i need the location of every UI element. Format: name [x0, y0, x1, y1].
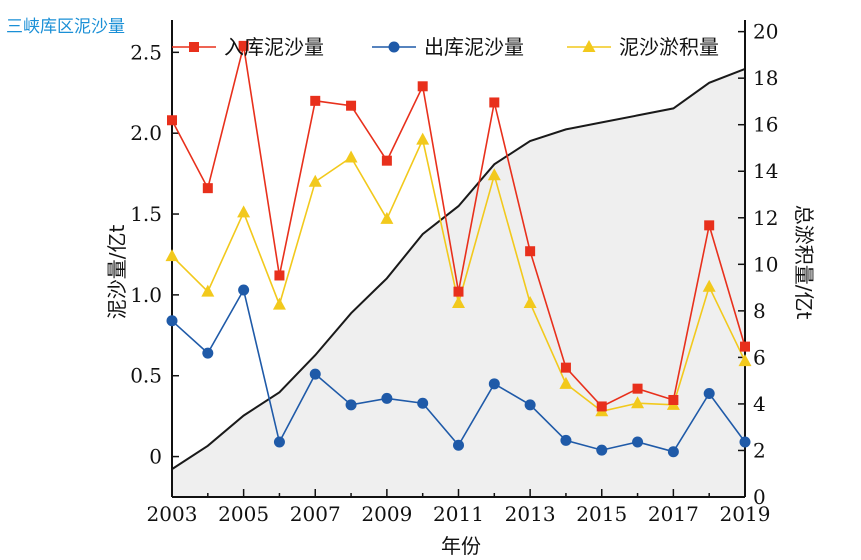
y-tick-label: 0.5 — [130, 364, 162, 388]
y-axis-label: 泥沙量/亿t — [105, 225, 129, 320]
series-1-point — [596, 444, 608, 456]
series-2-point — [165, 249, 179, 262]
y2-tick-label: 0 — [753, 485, 766, 509]
series-0-point — [525, 246, 536, 257]
series-0-point — [560, 362, 571, 373]
legend-marker — [388, 41, 400, 53]
series-2-point — [452, 295, 465, 308]
legend-label: 泥沙淤积量 — [619, 35, 719, 59]
x-tick-label: 2005 — [218, 502, 269, 526]
series-2-point — [487, 168, 501, 181]
y2-tick-label: 4 — [753, 392, 766, 416]
series-2-point — [523, 295, 537, 308]
y2-axis-label: 总淤积量/亿t — [792, 205, 816, 320]
series-2-point — [201, 284, 215, 297]
series-0 — [167, 40, 750, 412]
series-2-point — [237, 205, 251, 218]
y-tick-label: 1.0 — [130, 283, 162, 307]
y2-tick-label: 8 — [753, 299, 766, 323]
series-0-point — [202, 183, 213, 194]
x-tick-label: 2013 — [505, 502, 556, 526]
legend-item-2: 泥沙淤积量 — [567, 35, 719, 59]
y-tick-label: 1.5 — [130, 202, 162, 226]
series-0-point — [489, 97, 500, 108]
series-layer — [165, 40, 752, 458]
y2-tick-label: 10 — [753, 252, 778, 276]
series-2-point — [738, 354, 752, 367]
series-1-point — [667, 446, 679, 458]
y2-tick-label: 14 — [753, 159, 778, 183]
series-0-point — [668, 394, 679, 405]
series-0-point — [346, 100, 357, 111]
legend-label: 出库泥沙量 — [424, 35, 524, 59]
series-2-point — [702, 279, 716, 292]
series-1-point — [453, 439, 464, 451]
y2-tick-label: 16 — [753, 113, 778, 137]
legend: 入库泥沙量 出库泥沙量 泥沙淤积量 — [172, 35, 719, 59]
series-2-point — [416, 132, 430, 145]
series-1 — [166, 284, 751, 458]
series-0-point — [167, 115, 177, 126]
y-tick-label: 2.5 — [130, 40, 162, 64]
series-2-point — [380, 211, 394, 224]
series-1-point — [524, 399, 536, 411]
series-2-point — [559, 376, 573, 389]
x-tick-label: 2015 — [576, 502, 627, 526]
legend-marker — [582, 40, 596, 52]
series-1-point — [488, 378, 500, 390]
y2-tick-label: 2 — [753, 438, 766, 462]
series-0-point — [596, 401, 607, 412]
y2-tick-label: 18 — [753, 66, 778, 90]
page-title: 三峡库区泥沙量 — [6, 17, 125, 37]
series-2 — [165, 132, 752, 417]
series-1-point — [238, 284, 250, 296]
series-2-point — [308, 174, 322, 187]
series-1-point — [739, 436, 751, 448]
x-tick-label: 2007 — [290, 502, 341, 526]
cumulative-area-fill — [172, 68, 745, 498]
x-tick-label: 2011 — [433, 502, 484, 526]
series-1-point — [703, 388, 715, 400]
cumulative-line — [171, 67, 746, 470]
series-1-point — [273, 436, 285, 448]
legend-item-1: 出库泥沙量 — [372, 35, 524, 59]
x-axis-label: 年份 — [441, 534, 481, 558]
legend-marker — [189, 42, 199, 52]
y-tick-label: 2.0 — [130, 121, 162, 145]
series-0-point — [274, 270, 285, 281]
series-1-point — [632, 436, 644, 448]
series-0-point — [704, 220, 715, 231]
x-tick-label: 2009 — [361, 502, 412, 526]
legend-label: 入库泥沙量 — [224, 35, 324, 59]
series-0-point — [740, 341, 750, 352]
series-1-point — [202, 347, 214, 359]
series-2-point — [631, 396, 645, 409]
y2-tick-label: 12 — [753, 206, 778, 230]
series-1-point — [166, 315, 178, 327]
series-0-point — [417, 81, 428, 92]
cumulative-area-layer — [171, 67, 746, 498]
x-tick-label: 2017 — [648, 502, 699, 526]
series-1-point — [417, 397, 429, 409]
series-2-point — [272, 297, 286, 310]
x-tick-label: 2019 — [720, 502, 771, 526]
y-tick-label: 0 — [149, 445, 162, 469]
legend-item-0: 入库泥沙量 — [172, 35, 324, 59]
y2-tick-label: 6 — [753, 345, 766, 369]
x-tick-label: 2003 — [147, 502, 198, 526]
series-0-point — [453, 286, 464, 297]
series-0-point — [238, 40, 249, 51]
y2-tick-label: 20 — [753, 20, 778, 44]
series-0-point — [310, 95, 321, 106]
series-0-point — [381, 155, 392, 166]
axes-layer: 0 0.5 1.0 1.5 2.0 2.5 0 2 4 6 8 10 12 14 16 18 20 2003 200… — [130, 20, 778, 526]
series-2-point — [344, 150, 358, 163]
series-1-point — [309, 368, 321, 380]
series-1-point — [560, 434, 572, 446]
series-1-point — [345, 399, 357, 411]
series-1-point — [381, 392, 393, 404]
series-0-point — [632, 383, 643, 394]
